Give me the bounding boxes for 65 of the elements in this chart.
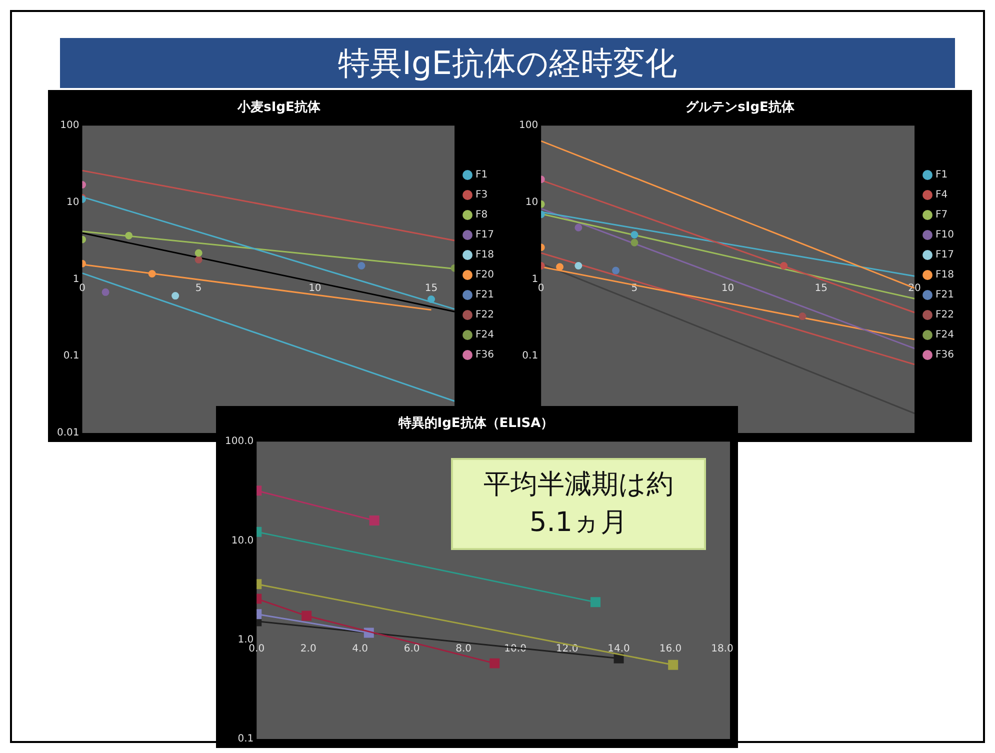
point — [102, 288, 110, 296]
legend-label: F4 — [936, 190, 948, 201]
y-tick-label: 10 — [66, 197, 80, 208]
x-tick-label: 8.0 — [456, 643, 472, 654]
x-tick-label: 15 — [424, 282, 438, 294]
point — [194, 249, 202, 257]
legend-label: F17 — [476, 230, 494, 241]
point — [630, 238, 638, 246]
point — [172, 292, 180, 300]
legend-label: F36 — [476, 350, 494, 361]
y-tick-label: 10 — [525, 197, 538, 208]
legend-label: F18 — [936, 270, 954, 281]
x-tick-label: 0 — [79, 282, 86, 294]
legend-label: F24 — [936, 330, 954, 341]
legend-label: F24 — [476, 330, 494, 341]
x-tick-label: 4.0 — [352, 643, 368, 654]
legend-label: F3 — [476, 190, 488, 201]
point — [490, 658, 500, 668]
legend-label: F1 — [936, 170, 948, 181]
y-tick-label: 0.1 — [238, 734, 254, 745]
text: 特異IgE抗体の経時変化 — [60, 38, 955, 88]
x-tick-label: 16.0 — [659, 643, 682, 654]
point — [798, 312, 806, 320]
y-tick-label: 100 — [60, 120, 80, 132]
legend-label: F17 — [936, 250, 954, 261]
point — [612, 266, 620, 274]
x-tick-label: 5 — [195, 282, 202, 294]
legend-label: F7 — [936, 210, 948, 221]
legend-label: F8 — [476, 210, 488, 221]
y-tick-label: 1 — [72, 274, 80, 285]
chart-title: 特異的IgE抗体（ELISA） — [397, 415, 554, 432]
x-tick-label: 10 — [308, 282, 322, 294]
legend-label: F21 — [936, 290, 954, 301]
y-tick-label: 100 — [518, 120, 538, 132]
point — [358, 262, 366, 270]
y-tick-label: 0.01 — [57, 428, 80, 439]
legend-label: F22 — [476, 310, 494, 321]
annotation: 平均半減期は約5.1ヵ月 — [451, 458, 706, 550]
chart-title: グルテンsIgE抗体 — [686, 99, 796, 116]
legend-label: F10 — [936, 230, 954, 241]
x-tick-label: 20 — [908, 282, 921, 294]
x-tick-label: 0.0 — [248, 643, 265, 654]
x-tick-label: 2.0 — [300, 643, 316, 654]
y-tick-label: 0.1 — [522, 350, 538, 362]
x-tick-label: 6.0 — [404, 643, 420, 654]
y-tick-label: 100.0 — [224, 436, 254, 448]
x-tick-label: 14.0 — [608, 643, 630, 654]
y-tick-label: 1.0 — [238, 634, 254, 646]
chart-title: 小麦sIgE抗体 — [236, 99, 322, 116]
legend-label: F22 — [936, 310, 954, 321]
point — [574, 262, 582, 270]
point — [125, 232, 133, 240]
y-tick-label: 10.0 — [231, 535, 254, 546]
y-tick-label: 1 — [532, 274, 538, 285]
legend-label: F1 — [476, 170, 488, 181]
legend-label: F18 — [476, 250, 494, 261]
point — [194, 256, 202, 264]
legend-label: F36 — [936, 350, 954, 361]
y-tick-label: 0.1 — [63, 350, 80, 362]
x-tick-label: 15 — [814, 282, 828, 294]
legend-label: F20 — [476, 270, 494, 281]
point — [574, 224, 582, 232]
x-tick-label: 0 — [538, 282, 544, 294]
x-tick-label: 10 — [721, 282, 734, 294]
legend-label: F21 — [476, 290, 494, 301]
